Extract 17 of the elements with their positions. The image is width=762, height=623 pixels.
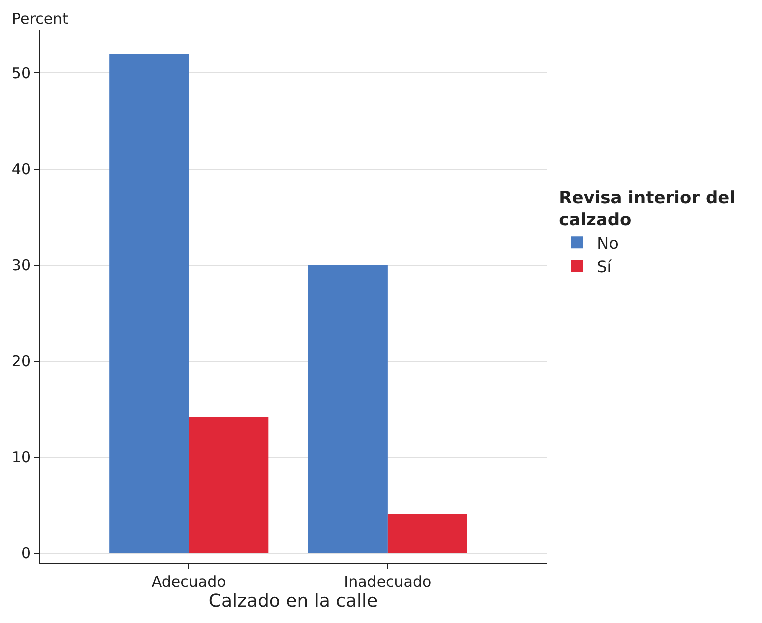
legend-title: Revisa interior del calzado (559, 188, 736, 231)
y-tick-label: 20 (12, 352, 31, 371)
y-tick-label: 0 (21, 544, 31, 563)
y-tick-label: 40 (12, 160, 31, 178)
y-axis-title: Percent (12, 10, 69, 28)
x-tick-label: Adecuado (152, 573, 226, 591)
bar (189, 417, 269, 554)
y-tick-label: 30 (12, 256, 31, 275)
bar (110, 54, 190, 554)
y-tick-label: 50 (12, 64, 31, 82)
legend-label: Sí (597, 258, 612, 277)
y-tick-label: 10 (12, 448, 31, 467)
x-axis-title: Calzado en la calle (208, 591, 378, 612)
bar (388, 514, 468, 554)
legend-label: No (597, 234, 619, 253)
x-tick-label: Inadecuado (344, 573, 432, 591)
bar (308, 265, 388, 554)
